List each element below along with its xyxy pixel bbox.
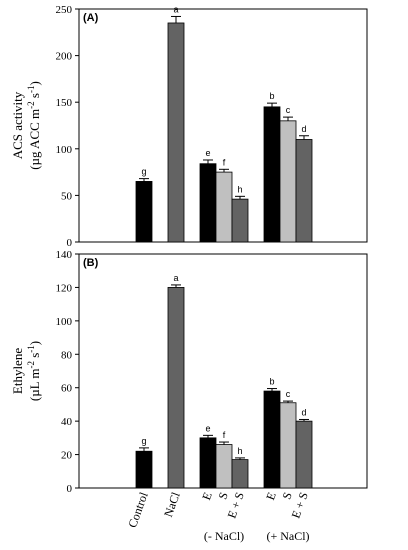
- panel-b-bar-2: [199, 437, 217, 489]
- panel-b-ytick-label: 120: [56, 282, 73, 294]
- panel-b-bar-1: [167, 287, 185, 489]
- panel-b-label: (B): [83, 257, 99, 269]
- panel-a-bar-3: [215, 171, 233, 243]
- panel-a-sig-label-0: g: [141, 167, 146, 177]
- panel-a-sig-label-4: h: [237, 184, 242, 194]
- panel-b-bar-0: [135, 450, 153, 489]
- x-category-label-0: Control: [125, 490, 151, 530]
- panel-b-bar-4: [231, 459, 249, 489]
- panel-b-sig-label-0: g: [141, 436, 146, 446]
- panel-a-ylabel-line1: ACS activity: [10, 91, 25, 159]
- x-category-label-5: E: [263, 490, 279, 502]
- panel-a-bar-5: [263, 106, 281, 243]
- panel-b-bar-3: [215, 444, 233, 489]
- panel-b-sig-label-4: h: [237, 446, 242, 456]
- panel-a-sig-label-7: d: [301, 124, 306, 134]
- panel-b-sig-label-1: a: [173, 273, 178, 283]
- panel-b-ylabel: Ethylene (µL m-2 s-1): [10, 341, 42, 401]
- panel-a-bar-7: [295, 139, 313, 243]
- group-label-0: (- NaCl): [204, 529, 244, 543]
- panel-b-sig-label-3: f: [223, 430, 226, 440]
- x-category-label-1: NaCl: [161, 490, 183, 519]
- panel-a-ylabel-line2: (µg ACC m-2 s-1): [26, 81, 42, 170]
- panel-a-ylabel: ACS activity (µg ACC m-2 s-1): [10, 81, 42, 170]
- panel-b-ytick-label: 40: [61, 416, 73, 428]
- x-category-label-3: S: [215, 490, 230, 501]
- panel-b-sig-label-6: c: [286, 389, 291, 399]
- panel-a-bar-0: [135, 181, 153, 243]
- panel-b-ytick-label: 0: [67, 483, 73, 495]
- panel-b-sig-label-5: b: [269, 377, 274, 387]
- panel-a-ytick-label: 150: [56, 97, 73, 109]
- panel-b-ytick-label: 80: [61, 349, 73, 361]
- panel-a-ytick-label: 0: [67, 237, 73, 249]
- x-category-label-2: E: [199, 490, 215, 502]
- panel-b-ytick-label: 60: [61, 383, 73, 395]
- panel-b-ylabel-line2: (µL m-2 s-1): [26, 341, 42, 401]
- panel-b-bar-5: [263, 390, 281, 489]
- x-category-label-6: S: [279, 490, 294, 501]
- panel-a-bar-2: [199, 163, 217, 243]
- panel-b-ylabel-line1: Ethylene: [10, 348, 25, 394]
- panel-b-ytick-label: 20: [61, 450, 73, 462]
- panel-b-bar-6: [279, 402, 297, 489]
- panel-a-bar-6: [279, 120, 297, 243]
- panel-a-ytick-label: 50: [61, 190, 73, 202]
- panel-a-sig-label-2: e: [205, 148, 210, 158]
- panel-a-ytick-label: 250: [56, 4, 73, 16]
- panel-b-bar-7: [295, 420, 313, 489]
- panel-b-sig-label-2: e: [205, 423, 210, 433]
- panel-a-ytick-label: 200: [56, 51, 73, 63]
- panel-a-sig-label-6: c: [286, 105, 291, 115]
- panel-a-ytick-label: 100: [56, 144, 73, 156]
- panel-b-ytick-label: 140: [56, 249, 73, 261]
- panel-b-sig-label-7: d: [301, 407, 306, 417]
- panel-a-sig-label-3: f: [223, 157, 226, 167]
- panel-a-bar-4: [231, 198, 249, 243]
- panel-a-bar-1: [167, 22, 185, 243]
- panel-a-sig-label-5: b: [269, 91, 274, 101]
- group-label-1: (+ NaCl): [266, 529, 309, 543]
- panel-b-ytick-label: 100: [56, 316, 73, 328]
- panel-a-sig-label-1: a: [173, 4, 178, 14]
- panel-a-label: (A): [83, 12, 99, 24]
